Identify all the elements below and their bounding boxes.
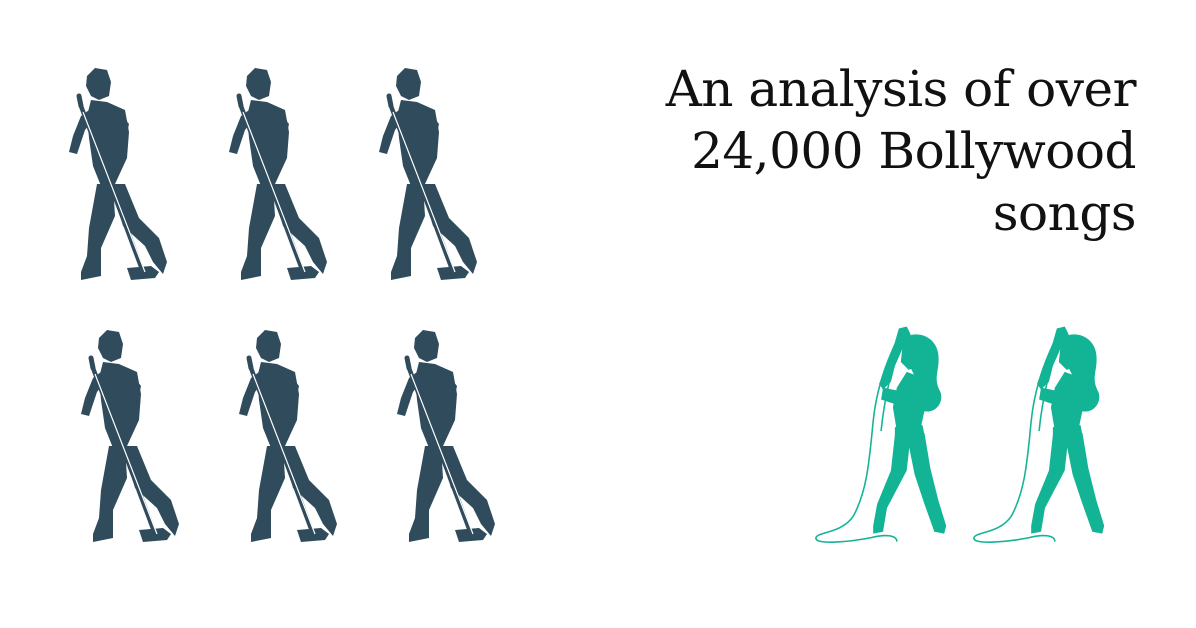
male-singer-icon: [394, 328, 506, 548]
male-singer-icon: [78, 328, 190, 548]
headline-line-1: An analysis of over: [665, 60, 1137, 118]
male-singer-icon: [236, 328, 348, 548]
male-singer-icon: [376, 66, 488, 286]
headline-line-2: 24,000 Bollywood: [691, 122, 1136, 180]
headline-line-3: songs: [992, 184, 1137, 242]
headline: An analysis of over 24,000 Bollywood son…: [596, 58, 1137, 244]
male-singer-icon: [226, 66, 338, 286]
female-singer-icon: [970, 322, 1118, 550]
male-singer-icon: [66, 66, 178, 286]
female-singer-icon: [812, 322, 960, 550]
